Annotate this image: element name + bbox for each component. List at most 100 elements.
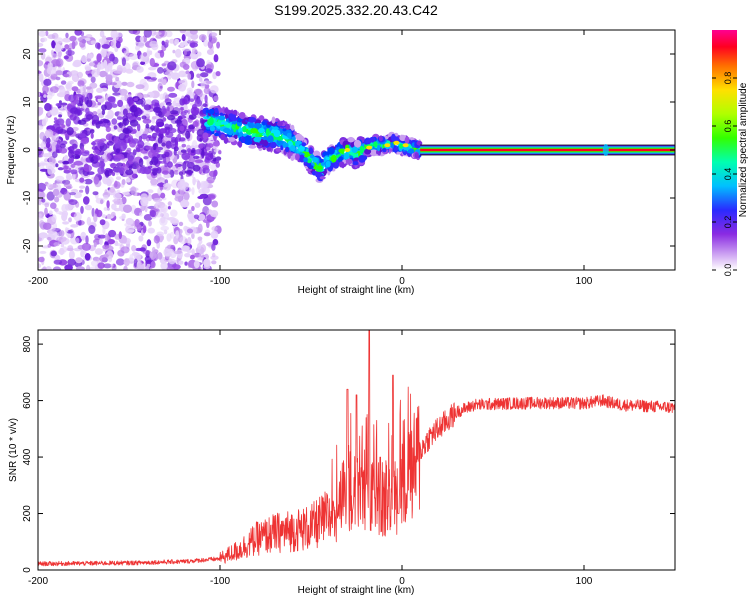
noise-blob xyxy=(182,63,190,70)
noise-blob xyxy=(169,110,179,115)
noise-blob xyxy=(69,35,77,42)
noise-blob xyxy=(125,169,134,176)
noise-blob xyxy=(117,154,125,159)
noise-blob xyxy=(46,66,57,75)
noise-blob xyxy=(185,130,191,139)
noise-blob xyxy=(167,86,175,92)
noise-blob xyxy=(211,252,216,258)
ridge-blob xyxy=(378,135,383,142)
noise-blob xyxy=(194,202,201,208)
ridge-blob xyxy=(265,128,270,137)
noise-blob xyxy=(118,111,124,116)
noise-blob xyxy=(113,125,118,130)
noise-blob xyxy=(62,37,72,43)
snr-series-line xyxy=(38,330,675,567)
noise-blob xyxy=(158,30,165,37)
ridge-blob xyxy=(377,144,381,152)
noise-blob xyxy=(68,94,76,103)
noise-blob xyxy=(115,40,121,49)
noise-blob xyxy=(45,142,51,149)
noise-blob xyxy=(140,94,151,98)
noise-blob xyxy=(65,32,69,39)
noise-blob xyxy=(183,191,190,201)
noise-blob xyxy=(100,199,104,205)
noise-blob xyxy=(84,150,90,155)
noise-blob xyxy=(167,201,173,206)
noise-blob xyxy=(145,260,153,264)
noise-blob xyxy=(78,97,83,101)
noise-blob xyxy=(70,107,79,115)
noise-blob xyxy=(62,221,70,225)
noise-blob xyxy=(194,149,203,155)
noise-blob xyxy=(159,49,165,58)
noise-blob xyxy=(55,103,62,107)
noise-blob xyxy=(196,51,202,57)
noise-blob xyxy=(129,254,134,262)
noise-blob xyxy=(152,116,157,120)
ridge-blob xyxy=(222,127,231,134)
noise-blob xyxy=(54,37,64,44)
ridge-blob xyxy=(220,133,226,141)
noise-blob xyxy=(39,162,48,166)
ridge-blob xyxy=(261,121,266,126)
noise-blob xyxy=(175,163,179,169)
noise-blob xyxy=(51,53,58,59)
noise-blob xyxy=(191,205,195,212)
noise-blob xyxy=(84,204,93,211)
noise-blob xyxy=(95,42,101,49)
noise-blob xyxy=(81,146,85,154)
noise-blob xyxy=(184,128,193,132)
noise-blob xyxy=(122,108,128,117)
ridge-blob xyxy=(407,148,415,154)
noise-blob xyxy=(38,232,48,239)
noise-blob xyxy=(137,123,141,132)
noise-blob xyxy=(117,99,124,108)
noise-blob xyxy=(170,72,180,80)
noise-blob xyxy=(173,149,177,156)
ridge-blob xyxy=(309,154,315,159)
noise-blob xyxy=(60,102,68,106)
noise-blob xyxy=(60,243,65,248)
noise-blob xyxy=(198,143,204,149)
noise-blob xyxy=(189,30,198,35)
noise-blob xyxy=(111,103,118,108)
noise-blob xyxy=(83,196,90,205)
noise-blob xyxy=(183,50,187,56)
noise-blob xyxy=(178,80,182,84)
noise-blob xyxy=(192,176,196,186)
noise-blob xyxy=(196,58,205,68)
noise-blob xyxy=(109,82,118,86)
noise-blob xyxy=(140,61,146,65)
noise-blob xyxy=(38,263,42,269)
noise-blob xyxy=(112,92,121,96)
snr-x-label: Height of straight line (km) xyxy=(298,585,415,596)
ridge-hotspot xyxy=(402,143,409,148)
noise-blob xyxy=(75,266,85,270)
spectrogram-x-label: Height of straight line (km) xyxy=(298,285,415,296)
noise-blob xyxy=(70,100,77,106)
noise-blob xyxy=(211,200,219,208)
noise-blob xyxy=(46,191,55,201)
noise-blob xyxy=(181,48,191,52)
noise-blob xyxy=(147,193,153,202)
noise-blob xyxy=(123,258,130,267)
noise-blob xyxy=(80,137,90,145)
noise-blob xyxy=(109,53,115,62)
noise-blob xyxy=(143,104,152,111)
noise-blob xyxy=(137,140,145,149)
noise-blob xyxy=(215,71,221,77)
noise-blob xyxy=(52,266,62,270)
noise-blob xyxy=(161,79,167,85)
ridge-blob xyxy=(299,154,305,162)
noise-blob xyxy=(116,162,124,167)
noise-blob xyxy=(38,256,45,263)
colorbar-gradient xyxy=(712,30,737,270)
noise-blob xyxy=(189,42,198,48)
ridge-blob xyxy=(364,148,372,155)
ridge-blob xyxy=(253,136,261,143)
noise-blob xyxy=(70,163,76,168)
noise-blob xyxy=(92,191,99,196)
noise-blob xyxy=(82,91,88,96)
noise-blob xyxy=(201,149,205,159)
